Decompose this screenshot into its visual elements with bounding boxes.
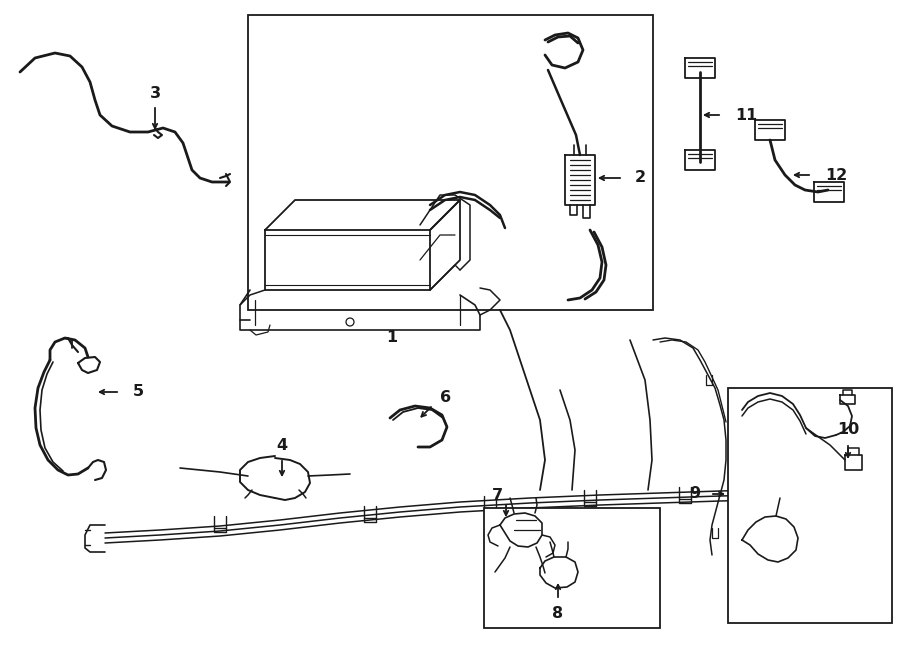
Text: 2: 2: [635, 171, 646, 186]
Text: 8: 8: [553, 605, 563, 621]
Bar: [728, 388, 892, 623]
Text: 9: 9: [688, 486, 700, 502]
Text: 4: 4: [276, 438, 288, 453]
Text: 11: 11: [735, 108, 757, 122]
Text: 12: 12: [825, 167, 847, 182]
Text: 6: 6: [440, 389, 451, 405]
Bar: [248, 15, 653, 310]
Text: 1: 1: [386, 330, 398, 346]
Text: 10: 10: [837, 422, 859, 438]
Text: 3: 3: [149, 85, 160, 100]
Text: 7: 7: [491, 488, 502, 502]
Text: 5: 5: [133, 385, 144, 399]
Bar: [484, 508, 660, 628]
